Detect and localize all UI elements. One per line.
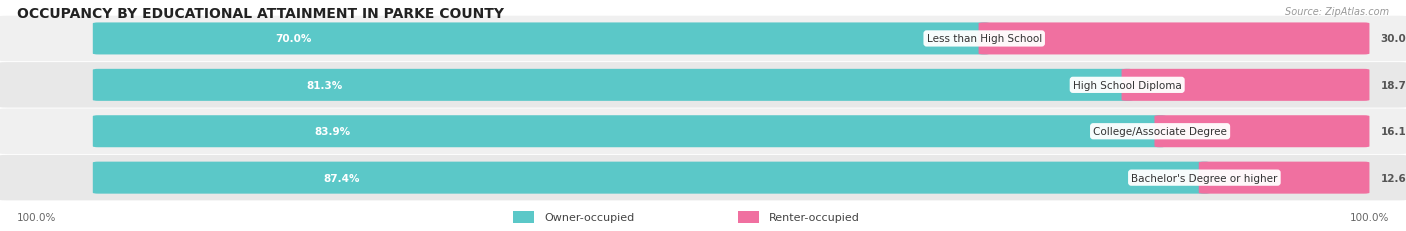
Text: 18.7%: 18.7% — [1381, 80, 1406, 91]
FancyBboxPatch shape — [0, 109, 1406, 154]
Text: College/Associate Degree: College/Associate Degree — [1092, 127, 1227, 137]
Text: Owner-occupied: Owner-occupied — [544, 212, 634, 222]
Text: Less than High School: Less than High School — [927, 34, 1042, 44]
Text: High School Diploma: High School Diploma — [1073, 80, 1181, 91]
Text: 16.1%: 16.1% — [1381, 127, 1406, 137]
Text: 30.0%: 30.0% — [1381, 34, 1406, 44]
Text: 81.3%: 81.3% — [307, 80, 343, 91]
Text: Source: ZipAtlas.com: Source: ZipAtlas.com — [1285, 7, 1389, 17]
Text: OCCUPANCY BY EDUCATIONAL ATTAINMENT IN PARKE COUNTY: OCCUPANCY BY EDUCATIONAL ATTAINMENT IN P… — [17, 7, 503, 21]
Text: 100.0%: 100.0% — [1350, 212, 1389, 222]
Text: Bachelor's Degree or higher: Bachelor's Degree or higher — [1132, 173, 1278, 183]
Text: 70.0%: 70.0% — [276, 34, 312, 44]
FancyBboxPatch shape — [93, 23, 990, 55]
FancyBboxPatch shape — [979, 23, 1369, 55]
Text: 100.0%: 100.0% — [17, 212, 56, 222]
FancyBboxPatch shape — [738, 211, 759, 223]
FancyBboxPatch shape — [93, 116, 1166, 148]
FancyBboxPatch shape — [1199, 162, 1369, 194]
FancyBboxPatch shape — [1122, 70, 1369, 101]
FancyBboxPatch shape — [93, 70, 1133, 101]
Text: Renter-occupied: Renter-occupied — [769, 212, 860, 222]
FancyBboxPatch shape — [1154, 116, 1369, 148]
Text: 83.9%: 83.9% — [314, 127, 350, 137]
FancyBboxPatch shape — [0, 155, 1406, 201]
Text: 12.6%: 12.6% — [1381, 173, 1406, 183]
FancyBboxPatch shape — [0, 17, 1406, 62]
FancyBboxPatch shape — [0, 63, 1406, 108]
FancyBboxPatch shape — [93, 162, 1211, 194]
Text: 87.4%: 87.4% — [323, 173, 360, 183]
FancyBboxPatch shape — [513, 211, 534, 223]
